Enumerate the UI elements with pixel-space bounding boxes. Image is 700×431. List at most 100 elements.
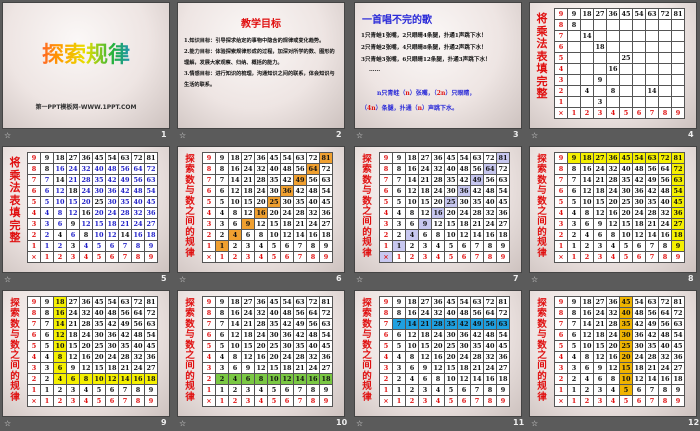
table-cell [619,74,633,86]
table-cell: 4 [567,207,581,219]
row-header: 8 [554,163,568,175]
table-cell: 28 [470,351,484,363]
table-cell: 54 [144,329,158,341]
table-cell: 18 [405,152,419,164]
table-cell: 25 [92,340,106,352]
slide-thumbnail-6[interactable]: 探索数与数之间的规律 9 9 18 27 36 45 54 63 72 81 8 8 16 24 32 40 48… [178,147,344,272]
slide-thumbnail-12[interactable]: 探索数与数之间的规律 9 9 18 27 36 45 54 63 72 81 8 8 16 24 32 40 48… [530,291,696,416]
table-row: 5 5 10 15 20 25 30 35 40 45 [27,196,158,208]
objectives-list: 1.知识目标：引导探求给定的事物中隐含的规律或变化趋势。 2.能力目标：体验探索规… [184,36,339,91]
table-cell: 36 [144,351,158,363]
slide-thumbnail-11[interactable]: 探索数与数之间的规律 9 9 18 27 36 45 54 63 72 81 8 8 16 24 32 40 48… [355,291,521,416]
song-line: 3只青蛙3张嘴，6只眼睛12条腿，扑通3声跳下水！ [361,57,491,63]
column-header: 1 [215,395,229,407]
slide-transition-icon[interactable]: ☆ [4,419,12,428]
table-cell: 24 [105,207,119,219]
table-cell: 6 [53,362,67,374]
slide-transition-icon[interactable]: ☆ [531,275,539,284]
side-label: 探索数与数之间的规律 [185,298,195,403]
table-cell: 35 [267,318,281,330]
table-cell: 4 [215,351,229,363]
table-cell: 12 [228,185,242,197]
slide-transition-icon[interactable]: ☆ [531,131,539,140]
table-cell: 24 [79,329,93,341]
table-row: 8 8 16 24 32 40 48 56 64 72 [554,307,685,319]
table-cell: 8 [392,307,406,319]
slide-transition-icon[interactable]: ☆ [179,419,187,428]
slide-thumbnail-4[interactable]: 将乘法表填完整 9 9 18 27 36 45 54 63 72 81 8 8 7 14 6 18 5 25 4 16 3… [530,3,696,128]
slide-transition-icon[interactable]: ☆ [356,419,364,428]
slide-thumbnail-5[interactable]: 将乘法表填完整 9 9 18 27 36 45 54 63 72 81 8 8 16 24 32 40 48 56 6… [3,147,169,272]
column-header: 9 [671,395,685,407]
multiplication-table: 9 9 18 27 36 45 54 63 72 81 8 8 16 24 32 40 48 56 64 72 7 7 14… [27,152,158,263]
table-cell: 14 [118,229,132,241]
table-cell: 3 [593,240,607,252]
slide-transition-icon[interactable]: ☆ [179,131,187,140]
table-cell: 4 [392,351,406,363]
slide-transition-icon[interactable]: ☆ [4,131,12,140]
slide-transition-icon[interactable]: ☆ [179,275,187,284]
row-header: 7 [27,318,41,330]
table-cell [567,85,581,97]
row-header: 5 [202,196,216,208]
table-cell [593,19,607,31]
table-cell: 16 [606,63,620,75]
slide-thumbnail-1[interactable]: 探索规律 第一PPT模板网-WWW.1PPT.COM [3,3,169,128]
row-header: 5 [554,196,568,208]
slide-thumbnail-9[interactable]: 探索数与数之间的规律 9 9 18 27 36 45 54 63 72 81 8 8 16 24 32 40 48… [3,291,169,416]
slide-number: 7 [513,274,519,283]
table-cell: 1 [40,384,54,396]
row-header: 9 [379,296,393,308]
table-cell [632,19,646,31]
table-cell: 45 [619,296,633,308]
column-header: 9 [496,251,510,263]
table-cell: 15 [241,340,255,352]
table-row: 2 2 4 6 8 10 12 14 16 18 [554,229,685,241]
table-cell: 49 [645,174,659,186]
slide-number: 6 [336,274,342,283]
table-cell: 2 [392,373,406,385]
table-cell: 56 [118,163,132,175]
column-header: 8 [658,251,672,263]
slide-thumbnail-7[interactable]: 探索数与数之间的规律 9 9 18 27 36 45 54 63 72 81 8 8 16 24 32 40 48… [355,147,521,272]
table-cell: 15 [92,362,106,374]
table-cell: 40 [658,340,672,352]
slide-transition-icon[interactable]: ☆ [531,419,539,428]
table-cell: 9 [593,362,607,374]
table-cell: 5 [215,196,229,208]
table-cell: 18 [457,218,471,230]
table-cell: 9 [418,362,432,374]
table-cell: 15 [619,362,633,374]
row-header: × [202,251,216,263]
objective-item: 3.情感目标：进行知识的梳理，沟通知识之间的联系，体会知识与生活的联系。 [184,71,335,88]
table-cell: 5 [392,196,406,208]
table-cell: 15 [418,340,432,352]
slide-transition-icon[interactable]: ☆ [4,275,12,284]
table-row: × 1 2 3 4 5 6 7 8 9 [27,251,158,263]
slide-thumbnail-3[interactable]: 一首唱不完的歌 1只青蛙1张嘴，2只眼睛4条腿，扑通1声跳下水！ 2只青蛙2张嘴，4… [355,3,521,128]
table-cell: 6 [215,329,229,341]
table-cell: 6 [392,185,406,197]
table-cell: 15 [267,362,281,374]
table-cell: 27 [66,152,80,164]
column-header: 8 [483,395,497,407]
slide-thumbnail-10[interactable]: 探索数与数之间的规律 9 9 18 27 36 45 54 63 72 81 8 8 16 24 32 40 48… [178,291,344,416]
conclusion-line-1: n只青蛙（n）张嘴，（2n）只眼睛， [377,88,475,97]
slide-thumbnail-2[interactable]: 教学目标 1.知识目标：引导探求给定的事物中隐含的规律或变化趋势。 2.能力目标：体… [178,3,344,128]
table-cell: 4 [580,85,594,97]
objective-item: 2.能力目标：体验探索规律形成的过程，加深对所学的数、图形的理解，发展大家观察、… [184,49,335,66]
table-cell: 36 [79,296,93,308]
table-cell: 8 [431,373,445,385]
row-header: 5 [202,340,216,352]
table-cell: 20 [619,207,633,219]
table-cell [567,74,581,86]
slide-thumbnail-8[interactable]: 探索数与数之间的规律 9 9 18 27 36 45 54 63 72 81 8 8 16 24 32 40 48… [530,147,696,272]
slide-transition-icon[interactable]: ☆ [356,275,364,284]
slide-transition-icon[interactable]: ☆ [356,131,364,140]
table-cell: 10 [580,196,594,208]
row-header: 7 [379,318,393,330]
table-cell: 18 [671,229,685,241]
table-cell: 16 [79,351,93,363]
side-label: 将乘法表填完整 [536,12,548,100]
